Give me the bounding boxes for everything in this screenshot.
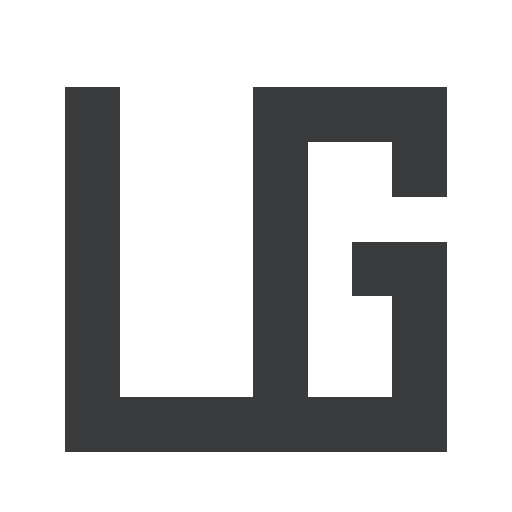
l-g-monogram-mark [65,87,447,452]
